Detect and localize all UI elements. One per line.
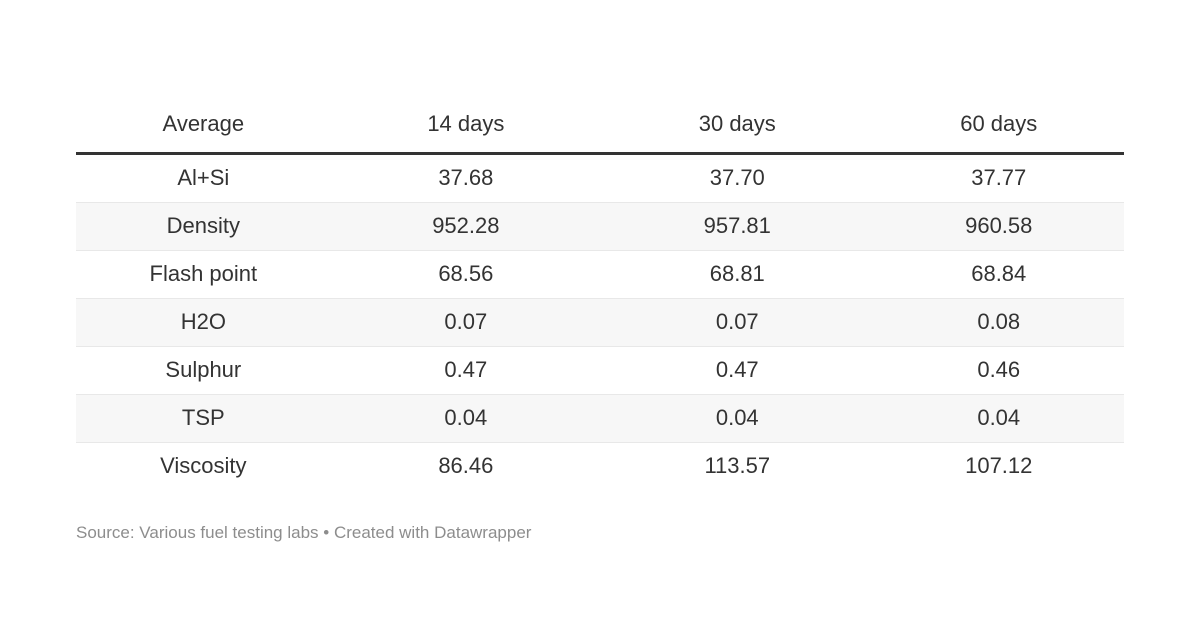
table-row-sulphur: Sulphur 0.47 0.47 0.46 <box>76 346 1124 395</box>
table-row-h2o: H2O 0.07 0.07 0.08 <box>76 298 1124 347</box>
cell-value: 0.46 <box>977 357 1021 382</box>
cell-value: 0.07 <box>715 309 759 334</box>
cell-value: 37.70 <box>709 165 765 190</box>
cell-value: 0.04 <box>444 405 488 430</box>
cell-value: 68.81 <box>709 261 765 286</box>
table-row-tsp: TSP 0.04 0.04 0.04 <box>76 394 1124 443</box>
cell-value: 86.46 <box>438 453 494 478</box>
table-row-al-si: Al+Si 37.68 37.70 37.77 <box>76 154 1124 203</box>
cell-value: 113.57 <box>704 453 771 478</box>
row-label: Viscosity <box>160 453 247 478</box>
row-label: Density <box>166 213 240 238</box>
column-header-30-days: 30 days <box>601 95 874 155</box>
row-label: Sulphur <box>165 357 242 382</box>
cell-value: 0.07 <box>444 309 488 334</box>
row-label: H2O <box>180 309 226 334</box>
cell-value: 37.68 <box>438 165 494 190</box>
datawrapper-credit-link[interactable]: Created with Datawrapper <box>333 523 532 542</box>
chart-footer: Source: Various fuel testing labs • Crea… <box>76 522 1124 544</box>
cell-value: 37.77 <box>971 165 1027 190</box>
data-table: Average 14 days 30 days 60 days Al+Si 37… <box>76 95 1124 490</box>
datawrapper-table-chart: Average 14 days 30 days 60 days Al+Si 37… <box>76 0 1124 544</box>
cell-value: 0.08 <box>977 309 1021 334</box>
column-header-14-days: 14 days <box>330 95 602 155</box>
header-row: Average 14 days 30 days 60 days <box>76 95 1124 155</box>
cell-value: 0.47 <box>444 357 488 382</box>
table-row-flash-point: Flash point 68.56 68.81 68.84 <box>76 250 1124 299</box>
cell-value: 0.04 <box>715 405 759 430</box>
cell-value: 0.47 <box>715 357 759 382</box>
cell-value: 0.04 <box>977 405 1021 430</box>
source-text: Source: Various fuel testing labs <box>76 523 319 542</box>
cell-value: 957.81 <box>703 213 771 238</box>
table-row-viscosity: Viscosity 86.46 113.57 107.12 <box>76 442 1124 491</box>
table-row-density: Density 952.28 957.81 960.58 <box>76 202 1124 251</box>
cell-value: 952.28 <box>432 213 500 238</box>
footer-separator: • <box>318 523 334 542</box>
row-label: Al+Si <box>177 165 230 190</box>
cell-value: 68.84 <box>971 261 1027 286</box>
cell-value: 68.56 <box>438 261 494 286</box>
row-label: TSP <box>181 405 225 430</box>
column-header-average: Average <box>76 95 331 155</box>
row-label: Flash point <box>149 261 258 286</box>
column-header-60-days: 60 days <box>873 95 1124 155</box>
cell-value: 107.12 <box>965 453 1033 478</box>
cell-value: 960.58 <box>965 213 1033 238</box>
